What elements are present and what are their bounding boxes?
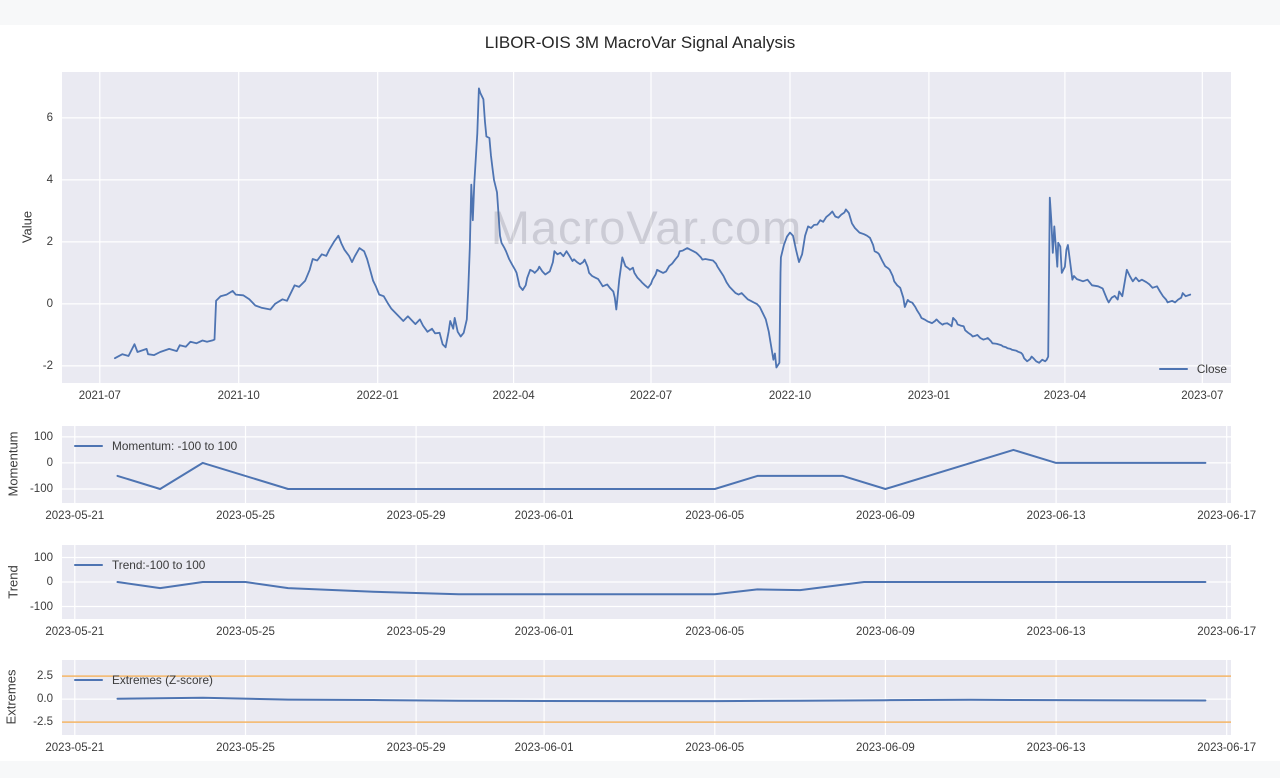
extremes-x-axis-ticks: 2023-05-21 2023-05-25 2023-05-29 2023-06-01… <box>45 735 1256 757</box>
trend-plot-canvas <box>62 545 1231 619</box>
y-tick-label: -2 <box>42 359 53 372</box>
main-plot-canvas <box>62 72 1231 383</box>
legend-line-swatch <box>1158 367 1188 371</box>
trend-y-axis-ticks: -100 0 100 <box>7 545 62 619</box>
y-tick-label: 0.0 <box>37 693 53 706</box>
y-tick-label: 4 <box>46 173 53 186</box>
momentum-x-axis-ticks: 2023-05-21 2023-05-25 2023-05-29 2023-06-01… <box>45 503 1256 525</box>
legend-line-swatch <box>74 678 103 682</box>
y-tick-label: 2.5 <box>37 670 53 683</box>
x-tick-label: 2023-06-05 <box>685 510 745 522</box>
y-tick-label: 100 <box>33 430 53 443</box>
main-y-axis-ticks: -2 0 2 4 6 <box>7 72 62 383</box>
momentum-plot-canvas <box>62 426 1231 503</box>
legend-line-swatch <box>74 444 103 448</box>
x-tick-label: 2023-05-29 <box>386 626 446 638</box>
chart-title: LIBOR-OIS 3M MacroVar Signal Analysis <box>484 33 796 52</box>
x-tick-label: 2023-06-17 <box>1197 742 1257 754</box>
x-tick-label: 2023-06-01 <box>514 626 574 638</box>
x-tick-label: 2023-05-25 <box>216 626 275 638</box>
trend-subchart: 2023-05-21 2023-05-25 2023-05-29 2023-06-01… <box>30 545 1256 638</box>
page-bottom-strip <box>0 761 1280 778</box>
legend-line-swatch <box>74 563 103 567</box>
y-tick-label: -100 <box>29 600 53 613</box>
x-tick-label: 2022-04 <box>492 390 535 402</box>
trend-x-axis-ticks: 2023-05-21 2023-05-25 2023-05-29 2023-06-01… <box>45 619 1256 641</box>
x-tick-label: 2023-06-09 <box>855 510 915 522</box>
y-tick-label: -100 <box>29 483 53 495</box>
x-tick-label: 2023-05-21 <box>45 510 105 522</box>
legend-trend: Trend:-100 to 100 <box>74 558 205 572</box>
x-tick-label: 2022-10 <box>768 390 812 402</box>
main-price-chart: MacroVar.com 2021-07 2021-10 2022-01 2022-0… <box>43 72 1231 402</box>
y-tick-label: 0 <box>46 576 53 588</box>
x-tick-label: 2023-01 <box>907 390 950 402</box>
x-tick-label: 2021-10 <box>217 390 260 402</box>
x-tick-label: 2023-06-17 <box>1197 626 1257 638</box>
legend-label: Momentum: -100 to 100 <box>112 439 238 453</box>
x-tick-label: 2021-07 <box>78 390 121 402</box>
x-tick-label: 2023-06-17 <box>1197 510 1257 522</box>
y-tick-label: 0 <box>46 456 53 469</box>
legend-close: Close <box>1158 362 1227 376</box>
x-tick-label: 2023-05-29 <box>386 742 446 754</box>
extremes-subchart: 2023-05-21 2023-05-25 2023-05-29 2023-06-01… <box>33 660 1256 754</box>
x-tick-label: 2023-05-25 <box>216 742 275 754</box>
x-tick-label: 2023-06-13 <box>1026 742 1086 754</box>
y-tick-label: 6 <box>46 111 53 124</box>
page-top-strip <box>0 0 1280 25</box>
x-tick-label: 2023-07 <box>1181 390 1224 402</box>
x-tick-label: 2023-05-21 <box>45 626 105 638</box>
x-tick-label: 2023-05-25 <box>216 510 275 522</box>
momentum-subchart: 2023-05-21 2023-05-25 2023-05-29 2023-06-01… <box>30 426 1256 522</box>
x-tick-label: 2023-05-29 <box>386 510 446 522</box>
momentum-y-axis-ticks: -100 0 100 <box>7 426 62 503</box>
x-tick-label: 2022-07 <box>629 390 673 402</box>
x-tick-label: 2023-06-01 <box>514 742 574 754</box>
x-tick-label: 2023-06-05 <box>685 626 745 638</box>
x-tick-label: 2023-04 <box>1043 390 1086 402</box>
x-tick-label: 2023-06-01 <box>514 510 574 522</box>
x-tick-label: 2023-06-09 <box>855 742 915 754</box>
y-tick-label: 2 <box>46 235 53 248</box>
extremes-plot-canvas <box>62 660 1231 735</box>
y-tick-label: 100 <box>33 551 53 564</box>
x-tick-label: 2023-05-21 <box>45 742 105 754</box>
x-tick-label: 2023-06-09 <box>855 626 915 638</box>
x-tick-label: 2023-06-13 <box>1026 626 1086 638</box>
x-tick-label: 2023-06-05 <box>685 742 745 754</box>
legend-label: Close <box>1196 362 1227 376</box>
y-tick-label: -2.5 <box>33 716 53 729</box>
legend-label: Extremes (Z-score) <box>112 673 213 687</box>
x-tick-label: 2023-06-13 <box>1026 510 1086 522</box>
y-tick-label: 0 <box>46 297 53 310</box>
legend-momentum: Momentum: -100 to 100 <box>74 439 237 453</box>
legend-label: Trend:-100 to 100 <box>112 558 206 572</box>
legend-extremes: Extremes (Z-score) <box>74 673 213 687</box>
extremes-y-axis-ticks: -2.5 0.0 2.5 <box>7 660 62 735</box>
main-x-axis-ticks: 2021-07 2021-10 2022-01 2022-04 2022-07 2022-… <box>62 383 1231 405</box>
x-tick-label: 2022-01 <box>356 390 399 402</box>
